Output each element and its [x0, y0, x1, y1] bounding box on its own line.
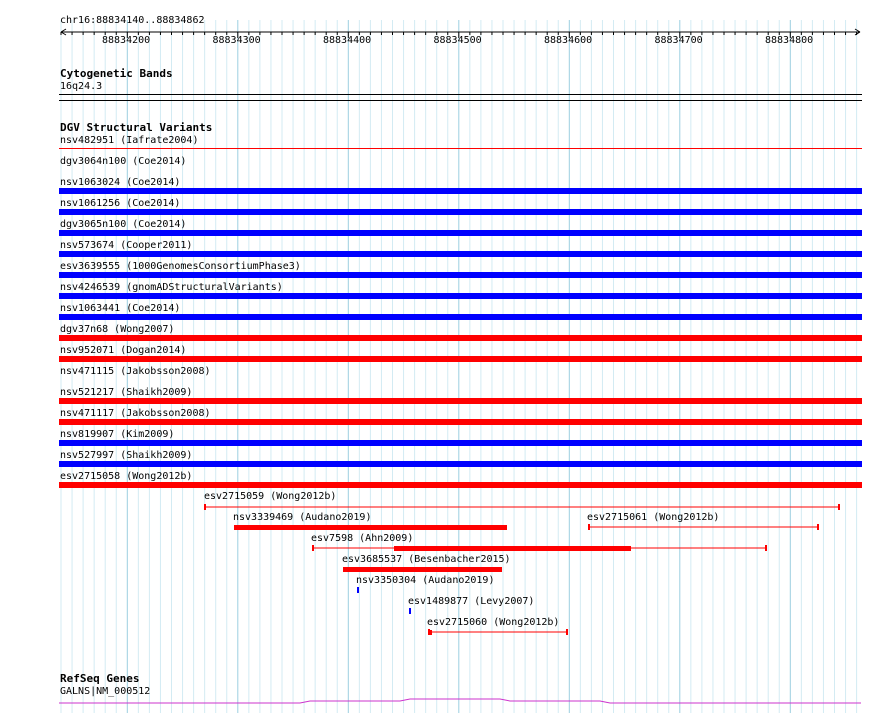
- feature-nsv3339469[interactable]: [234, 525, 507, 530]
- dgv-row-bar[interactable]: [59, 314, 862, 320]
- dgv-row-bar[interactable]: [59, 230, 862, 236]
- dgv-row-label: esv3639555 (1000GenomesConsortiumPhase3): [60, 261, 301, 272]
- feature-label: esv2715061 (Wong2012b): [587, 512, 720, 523]
- dgv-row-label: esv2715058 (Wong2012b): [60, 471, 193, 482]
- track-separator: [59, 100, 862, 101]
- dgv-row-bar[interactable]: [59, 293, 862, 299]
- ruler-axis: [60, 28, 861, 38]
- dgv-row-label: nsv1063441 (Coe2014): [60, 303, 181, 314]
- feature-esv7598[interactable]: [312, 545, 767, 551]
- dgv-row-label: nsv819907 (Kim2009): [60, 429, 175, 440]
- ruler-tick-label: 88834800: [765, 35, 814, 46]
- dgv-row-label: nsv521217 (Shaikh2009): [60, 387, 193, 398]
- dgv-row-label: dgv37n68 (Wong2007): [60, 324, 175, 335]
- dgv-row-bar[interactable]: [59, 148, 862, 149]
- dgv-row-label: dgv3065n100 (Coe2014): [60, 219, 187, 230]
- dgv-title: DGV Structural Variants: [60, 121, 213, 134]
- feature-label: esv7598 (Ahn2009): [311, 533, 414, 544]
- dgv-row-bar[interactable]: [59, 251, 862, 257]
- ruler-tick-label: 88834600: [544, 35, 593, 46]
- feature-esv2715060[interactable]: [428, 629, 568, 635]
- cytobands-title: Cytogenetic Bands: [60, 67, 173, 80]
- dgv-row-label: nsv1063024 (Coe2014): [60, 177, 181, 188]
- dgv-row-bar[interactable]: [59, 188, 862, 194]
- ruler-tick-label: 88834300: [212, 35, 261, 46]
- ruler-tick-label: 88834200: [102, 35, 151, 46]
- feature-label: esv2715059 (Wong2012b): [204, 491, 337, 502]
- feature-esv2715061[interactable]: [588, 524, 819, 530]
- ruler-location: chr16:88834140..88834862: [60, 15, 205, 26]
- dgv-row-bar[interactable]: [59, 419, 862, 425]
- refseq-gene-label: GALNS|NM_000512: [60, 686, 151, 697]
- dgv-row-label: nsv952071 (Dogan2014): [60, 345, 187, 356]
- dgv-row-bar[interactable]: [59, 335, 862, 341]
- feature-label: esv3685537 (Besenbacher2015): [342, 554, 511, 565]
- dgv-row-label: nsv527997 (Shaikh2009): [60, 450, 193, 461]
- ruler-tick-label: 88834400: [323, 35, 372, 46]
- dgv-row-label: nsv471115 (Jakobsson2008): [60, 366, 211, 377]
- dgv-row-label: nsv1061256 (Coe2014): [60, 198, 181, 209]
- refseq-title: RefSeq Genes: [60, 672, 140, 685]
- feature-label: nsv3350304 (Audano2019): [356, 575, 495, 586]
- feature-esv2715059[interactable]: [204, 504, 840, 510]
- dgv-row-bar[interactable]: [59, 272, 862, 278]
- feature-label: esv2715060 (Wong2012b): [427, 617, 560, 628]
- feature-nsv3350304[interactable]: [357, 587, 359, 593]
- feature-esv3685537[interactable]: [343, 567, 502, 572]
- dgv-row-label: nsv4246539 (gnomADStructuralVariants): [60, 282, 283, 293]
- cytoband-label: 16q24.3: [60, 81, 103, 92]
- dgv-row-bar[interactable]: [59, 482, 862, 488]
- feature-label: nsv3339469 (Audano2019): [233, 512, 372, 523]
- dgv-row-bar[interactable]: [59, 209, 862, 215]
- feature-label: esv1489877 (Levy2007): [408, 596, 535, 607]
- refseq-gene-model[interactable]: [0, 690, 890, 710]
- dgv-row-label: dgv3064n100 (Coe2014): [60, 156, 187, 167]
- feature-esv1489877[interactable]: [409, 608, 411, 614]
- dgv-row-label: nsv471117 (Jakobsson2008): [60, 408, 211, 419]
- dgv-row-bar[interactable]: [59, 484, 862, 485]
- dgv-row-label: nsv573674 (Cooper2011): [60, 240, 193, 251]
- cytoband-bar[interactable]: [59, 94, 862, 95]
- ruler-tick-label: 88834700: [654, 35, 703, 46]
- dgv-row-bar[interactable]: [59, 461, 862, 467]
- ruler-tick-label: 88834500: [433, 35, 482, 46]
- dgv-row-bar[interactable]: [59, 440, 862, 446]
- dgv-row-bar[interactable]: [59, 356, 862, 362]
- dgv-row-bar[interactable]: [59, 398, 862, 404]
- dgv-row-label: nsv482951 (Iafrate2004): [60, 135, 199, 146]
- dgv-row-bar[interactable]: [59, 358, 862, 359]
